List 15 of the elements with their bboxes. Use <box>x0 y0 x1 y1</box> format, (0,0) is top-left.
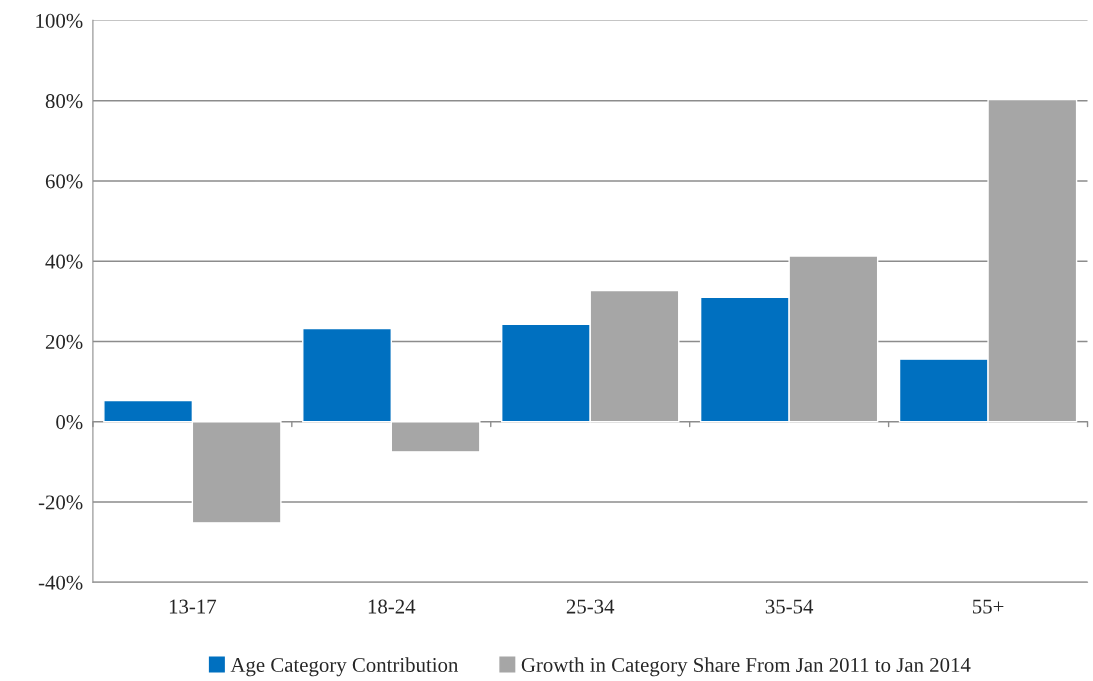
legend-label: Growth in Category Share From Jan 2011 to Jan 2014 <box>521 657 971 677</box>
y-tick-label: -40% <box>38 575 83 590</box>
y-tick-label: 40% <box>45 254 83 269</box>
y-tick-label: 80% <box>45 94 83 109</box>
x-tick-label: 13-17 <box>169 599 217 614</box>
x-tick-label: 18-24 <box>368 599 416 614</box>
y-tick-label: 0% <box>56 415 83 430</box>
y-tick-label: -20% <box>38 495 83 510</box>
y-tick-label: 20% <box>45 334 83 349</box>
y-tick-label: 100% <box>36 13 83 28</box>
y-tick-label: 60% <box>45 174 83 189</box>
x-tick-label: 25-34 <box>566 599 615 614</box>
x-tick-label: 35-54 <box>765 599 814 614</box>
x-tick-label: 55+ <box>972 599 1004 614</box>
legend-label: Age Category Contribution <box>230 657 459 677</box>
